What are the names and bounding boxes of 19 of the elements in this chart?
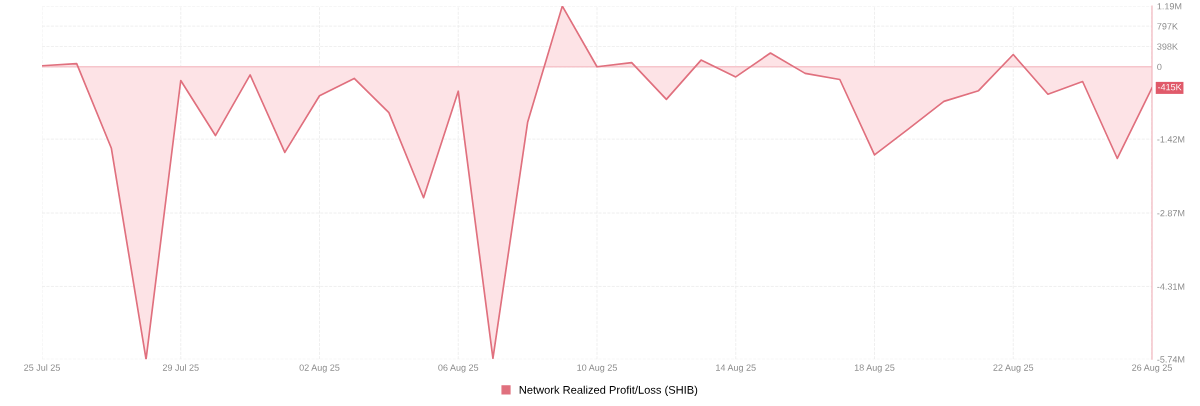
x-tick-label: 26 Aug 25 bbox=[1132, 364, 1172, 373]
x-tick-label: 29 Jul 25 bbox=[162, 364, 199, 371]
y-tick-label: 0 bbox=[1157, 63, 1162, 71]
y-tick-label: 1.19M bbox=[1157, 3, 1182, 10]
x-tick-label: 06 Aug 25 bbox=[438, 364, 479, 373]
y-tick-label: -1.42M bbox=[1157, 136, 1185, 143]
legend-label: Network Realized Profit/Loss (SHIB) bbox=[519, 385, 698, 396]
x-tick-label: 10 Aug 25 bbox=[577, 364, 617, 373]
x-tick-label: 22 Aug 25 bbox=[993, 364, 1034, 373]
x-tick-label: 02 Aug 25 bbox=[299, 364, 340, 373]
x-tick-label: 25 Jul 25 bbox=[24, 364, 60, 371]
x-tick-label: 18 Aug 25 bbox=[854, 364, 895, 373]
y-tick-label: -5.74M bbox=[1157, 356, 1185, 363]
y-tick-label: 398K bbox=[1157, 43, 1178, 50]
x-tick-label: 14 Aug 25 bbox=[716, 364, 756, 373]
y-tick-label: -2.87M bbox=[1157, 209, 1185, 217]
y-tick-label: -4.31M bbox=[1157, 283, 1185, 290]
annotation: -415K bbox=[1157, 84, 1182, 91]
y-tick-label: 797K bbox=[1157, 23, 1178, 30]
